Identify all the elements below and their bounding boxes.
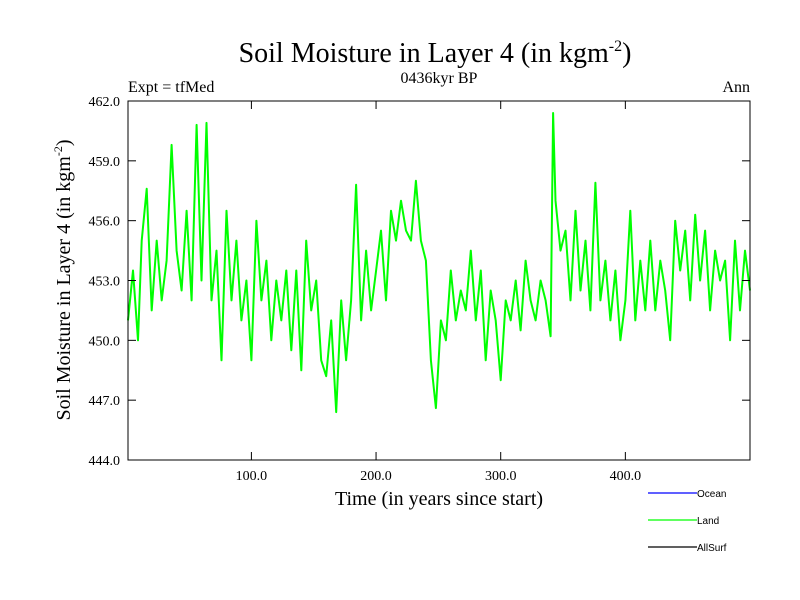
chart-title-sup: -2: [609, 38, 622, 55]
x-tick-label: 200.0: [360, 469, 392, 484]
y-axis-label-sup: -2: [51, 146, 65, 156]
x-tick-label: 400.0: [610, 469, 642, 484]
chart-title: Soil Moisture in Layer 4 (in kgm-2): [239, 38, 632, 69]
legend-label-ocean: Ocean: [697, 489, 726, 500]
series-layer: [127, 112, 751, 414]
y-tick-label: 444.0: [89, 454, 121, 469]
x-axis-label: Time (in years since start): [335, 488, 543, 510]
y-tick-label: 453.0: [89, 275, 121, 290]
plot-frame: [127, 100, 751, 461]
experiment-label: Expt = tfMed: [128, 79, 214, 96]
legend-label-land: Land: [697, 516, 719, 527]
y-tick-label: 459.0: [89, 155, 121, 170]
chart-subtitle: 0436kyr BP: [401, 70, 478, 87]
y-tick-label: 462.0: [89, 95, 121, 110]
y-tick-label: 450.0: [89, 334, 121, 349]
series-line-land: [127, 112, 751, 414]
x-tick-label: 100.0: [236, 469, 268, 484]
y-axis-label-main: Soil Moisture in Layer 4 (in kgm: [53, 156, 75, 421]
y-axis-label-close: ): [53, 139, 75, 146]
chart-title-close: ): [622, 38, 631, 69]
plot-area: 100.0 200.0 300.0 400.0 444.0 447.0 450.0 453.0…: [89, 95, 751, 484]
y-axis-label: Soil Moisture in Layer 4 (in kgm-2): [51, 139, 75, 420]
legend-label-allsurf: AllSurf: [697, 543, 727, 554]
y-tick-label: 447.0: [89, 394, 121, 409]
legend: Ocean Land AllSurf: [648, 489, 727, 554]
tick-layer: 100.0 200.0 300.0 400.0 444.0 447.0 450.0 453.0…: [89, 95, 750, 484]
y-tick-label: 456.0: [89, 215, 121, 230]
chart-title-main: Soil Moisture in Layer 4 (in kgm: [239, 38, 609, 69]
season-label: Ann: [722, 79, 750, 96]
x-tick-label: 300.0: [485, 469, 517, 484]
